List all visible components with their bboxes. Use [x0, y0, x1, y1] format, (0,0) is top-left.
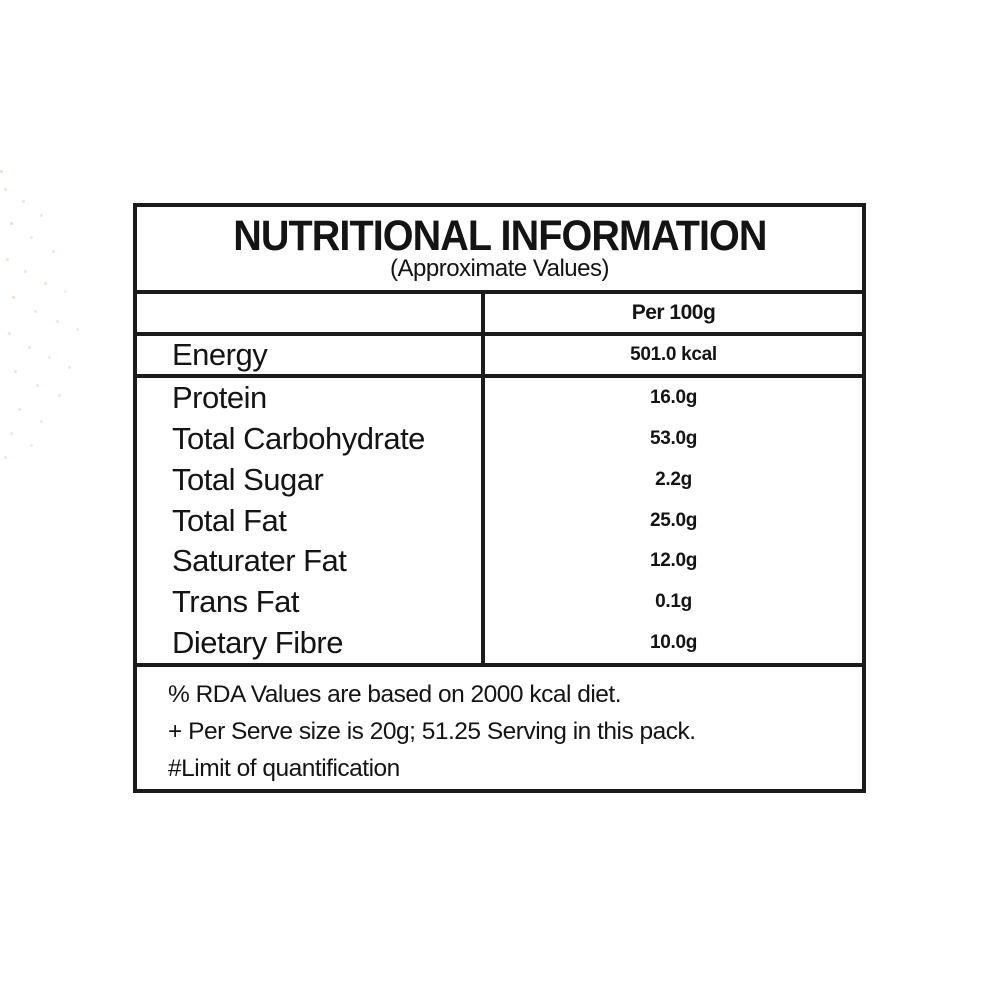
table-row: 10.0g	[485, 622, 862, 663]
decorative-dot-texture	[0, 170, 100, 540]
column-header-per-100g: Per 100g	[631, 301, 716, 324]
nutrient-value: 0.1g	[655, 590, 692, 612]
column-header-empty-cell	[137, 294, 485, 332]
nutrient-value: 501.0 kcal	[630, 344, 717, 365]
page-subtitle: (Approximate Values)	[390, 255, 609, 283]
table-row: Total Fat	[137, 500, 481, 541]
nutrient-value: 12.0g	[649, 550, 698, 572]
table-row: 53.0g	[485, 419, 862, 460]
table-row: Protein	[137, 378, 481, 419]
table-row: 16.0g	[485, 378, 862, 419]
nutrition-label-card: NUTRITIONAL INFORMATION (Approximate Val…	[133, 203, 866, 793]
table-row: Total Sugar	[137, 459, 481, 500]
nutrient-label: Protein	[172, 380, 267, 416]
table-row: Saturater Fat	[137, 541, 481, 582]
table-row: Trans Fat	[137, 582, 481, 623]
nutrient-label: Dietary Fibre	[172, 624, 343, 660]
label-header: NUTRITIONAL INFORMATION (Approximate Val…	[137, 207, 862, 294]
page-title: NUTRITIONAL INFORMATION	[232, 212, 767, 260]
footnotes-section: % RDA Values are based on 2000 kcal diet…	[137, 667, 862, 789]
nutrient-label: Trans Fat	[172, 583, 300, 619]
table-row: Total Carbohydrate	[137, 419, 481, 460]
nutrient-value: 10.0g	[649, 631, 698, 653]
nutrient-value-column: 16.0g 53.0g 2.2g 25.0g 12.0g 0.1g 10.0g	[485, 378, 862, 663]
nutrient-value: 53.0g	[649, 428, 698, 450]
nutrient-value: 2.2g	[655, 468, 692, 490]
nutrient-label-column: Protein Total Carbohydrate Total Sugar T…	[137, 378, 485, 663]
nutrient-label: Total Fat	[172, 502, 287, 538]
nutrient-label: Total Carbohydrate	[172, 421, 425, 457]
nutrient-table-body: Protein Total Carbohydrate Total Sugar T…	[137, 378, 862, 667]
table-row: 25.0g	[485, 500, 862, 541]
table-row: 2.2g	[485, 459, 862, 500]
column-header-row: Per 100g	[137, 294, 862, 336]
footnote-serving: + Per Serve size is 20g; 51.25 Serving i…	[168, 718, 696, 745]
table-row: Dietary Fibre	[137, 622, 481, 663]
nutrient-label: Saturater Fat	[172, 543, 347, 579]
nutrient-label: Energy	[172, 337, 268, 372]
table-row: 12.0g	[485, 541, 862, 582]
nutrient-label: Total Sugar	[172, 461, 324, 497]
footnote-rda: % RDA Values are based on 2000 kcal diet…	[168, 681, 622, 708]
footnote-limit: #Limit of quantification	[168, 755, 400, 782]
nutrient-value: 25.0g	[649, 509, 698, 531]
nutrient-value: 16.0g	[649, 387, 698, 409]
table-row: 0.1g	[485, 582, 862, 623]
table-row-energy: Energy 501.0 kcal	[137, 336, 862, 378]
